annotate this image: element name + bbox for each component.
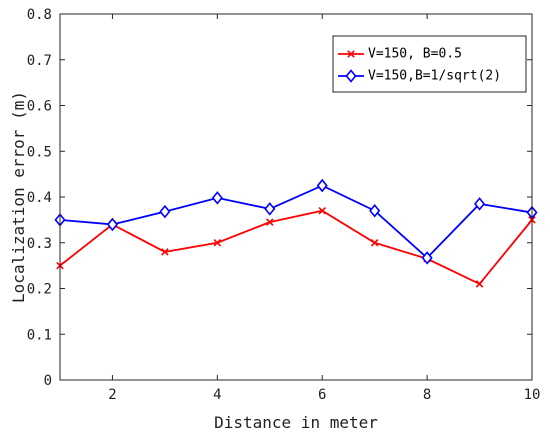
- y-tick-label: 0.3: [27, 236, 52, 252]
- legend-box: [332, 35, 527, 93]
- data-point: [161, 248, 169, 256]
- legend: V=150, B=0.5 V=150,B=1/sqrt(2): [332, 35, 527, 93]
- x-tick-label: 2: [108, 387, 116, 403]
- x-tick-label: 8: [423, 387, 431, 403]
- y-tick-label: 0.4: [27, 190, 52, 206]
- data-point: [213, 238, 222, 247]
- series-1: [56, 206, 536, 288]
- y-tick-label: 0.5: [27, 144, 52, 160]
- x-tick-label: 4: [213, 387, 221, 403]
- y-tick-label: 0.8: [27, 7, 52, 23]
- data-point: [421, 251, 433, 265]
- series-line: [59, 184, 533, 260]
- legend-samples: [338, 50, 364, 83]
- x-tick-label: 6: [318, 387, 326, 403]
- legend-marker: [347, 50, 355, 58]
- y-axis-title: Localization error (m): [9, 91, 28, 303]
- legend-sample-series-2: [338, 69, 364, 83]
- legend-marker: [345, 69, 357, 83]
- x-axis-title: Distance in meter: [214, 413, 378, 432]
- data-point: [318, 206, 326, 215]
- legend-sample-series-1: [338, 50, 364, 58]
- data-point: [370, 238, 379, 247]
- data-point: [106, 217, 118, 232]
- y-tick-label: 0.7: [27, 53, 52, 69]
- data-point: [211, 191, 223, 205]
- data-point: [316, 178, 328, 193]
- data-point: [264, 202, 276, 216]
- series-line: [59, 209, 533, 286]
- y-tick-label: 0.1: [27, 327, 52, 343]
- series-layer: [54, 178, 538, 288]
- legend-label-series-2: V=150,B=1/sqrt(2): [368, 69, 501, 84]
- ticks-layer: 2 4 6 8 10 0 0.1 0.2 0.3 0.4 0.5 0.6 0.7 0.8: [27, 7, 541, 403]
- data-point: [266, 218, 274, 226]
- x-tick-label: 10: [524, 387, 541, 403]
- y-tick-label: 0.6: [27, 99, 52, 115]
- y-tick-label: 0.2: [27, 282, 52, 298]
- data-point: [369, 203, 381, 218]
- data-point: [474, 197, 486, 211]
- data-point: [159, 204, 171, 219]
- series-2: [54, 178, 538, 265]
- legend-label-series-1: V=150, B=0.5: [368, 47, 462, 62]
- data-point: [475, 280, 484, 288]
- y-tick-label: 0: [44, 373, 52, 389]
